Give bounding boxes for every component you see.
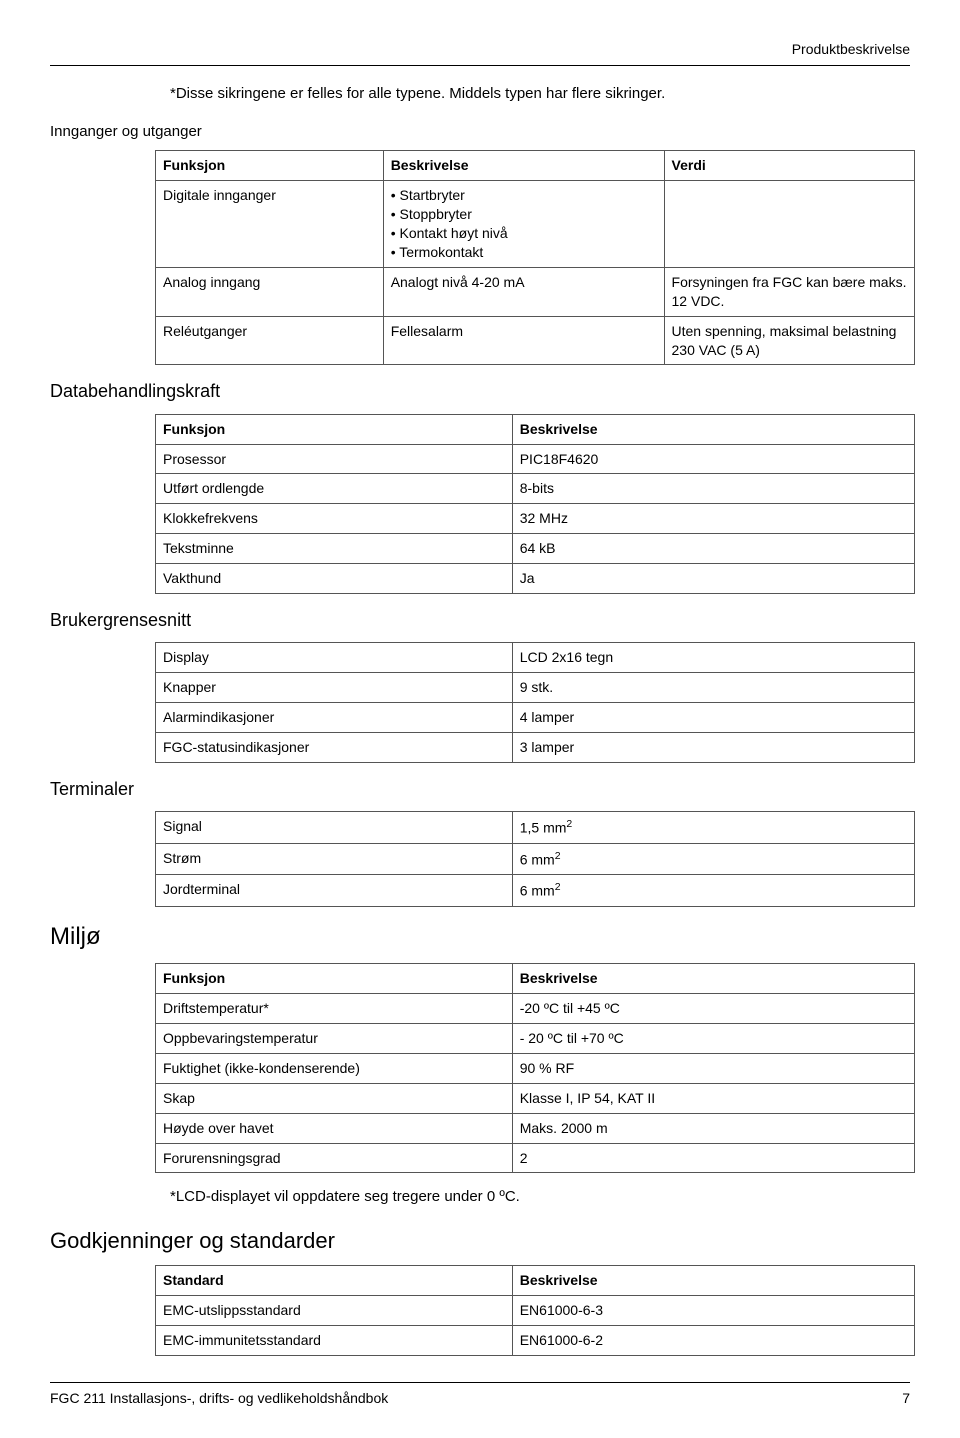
sup: 2 <box>555 850 561 862</box>
sup: 2 <box>555 881 561 893</box>
td: 8-bits <box>512 474 914 504</box>
td <box>664 181 914 268</box>
td: Oppbevaringstemperatur <box>156 1024 513 1054</box>
td: Klokkefrekvens <box>156 504 513 534</box>
header-rule <box>50 65 910 66</box>
footer-left: FGC 211 Installasjons-, drifts- og vedli… <box>50 1389 388 1408</box>
td: Driftstemperatur* <box>156 994 513 1024</box>
td: FGC-statusindikasjoner <box>156 733 513 763</box>
td: Uten spenning, maksimal belastning 230 V… <box>664 316 914 365</box>
intro-note: *Disse sikringene er felles for alle typ… <box>170 84 910 104</box>
td: Reléutganger <box>156 316 384 365</box>
bullet: Stoppbryter <box>391 205 657 224</box>
table-std: Standard Beskrivelse EMC-utslippsstandar… <box>155 1265 915 1356</box>
td: 9 stk. <box>512 673 914 703</box>
bullet: Termokontakt <box>391 243 657 262</box>
th: Funksjon <box>156 151 384 181</box>
val: 6 mm <box>520 883 555 899</box>
td: Prosessor <box>156 444 513 474</box>
heading-env: Miljø <box>50 921 910 953</box>
td: EMC-immunitetsstandard <box>156 1326 513 1356</box>
td: 4 lamper <box>512 703 914 733</box>
td: Strøm <box>156 843 513 875</box>
td: Tekstminne <box>156 534 513 564</box>
table-ui: DisplayLCD 2x16 tegn Knapper9 stk. Alarm… <box>155 642 915 763</box>
td: Maks. 2000 m <box>512 1113 914 1143</box>
td: Fellesalarm <box>383 316 664 365</box>
footer-rule <box>50 1382 910 1383</box>
heading-std: Godkjenninger og standarder <box>50 1226 910 1256</box>
td: Knapper <box>156 673 513 703</box>
td: 32 MHz <box>512 504 914 534</box>
table-env: Funksjon Beskrivelse Driftstemperatur*-2… <box>155 963 915 1173</box>
td: Display <box>156 643 513 673</box>
td: -20 ºC til +45 ºC <box>512 994 914 1024</box>
td: Klasse I, IP 54, KAT II <box>512 1083 914 1113</box>
td: - 20 ºC til +70 ºC <box>512 1024 914 1054</box>
td: EMC-utslippsstandard <box>156 1296 513 1326</box>
td: Startbryter Stoppbryter Kontakt høyt niv… <box>383 181 664 268</box>
heading-ui: Brukergrensesnitt <box>50 608 910 632</box>
val: 1,5 mm <box>520 820 567 836</box>
td: Digitale innganger <box>156 181 384 268</box>
td: 2 <box>512 1143 914 1173</box>
th: Beskrivelse <box>383 151 664 181</box>
td: Alarmindikasjoner <box>156 703 513 733</box>
val: 6 mm <box>520 851 555 867</box>
td: EN61000-6-2 <box>512 1326 914 1356</box>
table-term: Signal 1,5 mm2 Strøm 6 mm2 Jordterminal … <box>155 811 915 907</box>
table-proc: Funksjon Beskrivelse ProsessorPIC18F4620… <box>155 414 915 594</box>
td: PIC18F4620 <box>512 444 914 474</box>
th: Standard <box>156 1266 513 1296</box>
table-io: Funksjon Beskrivelse Verdi Digitale inng… <box>155 150 915 365</box>
sup: 2 <box>566 818 572 830</box>
footer-page-number: 7 <box>902 1389 910 1408</box>
td: Vakthund <box>156 564 513 594</box>
td: Forsyningen fra FGC kan bære maks. 12 VD… <box>664 267 914 316</box>
bullet: Startbryter <box>391 186 657 205</box>
td: Utført ordlengde <box>156 474 513 504</box>
th: Funksjon <box>156 964 513 994</box>
bullet: Kontakt høyt nivå <box>391 224 657 243</box>
env-note: *LCD-displayet vil oppdatere seg tregere… <box>170 1187 910 1207</box>
td: Fuktighet (ikke-kondenserende) <box>156 1053 513 1083</box>
td: Høyde over havet <box>156 1113 513 1143</box>
td: 90 % RF <box>512 1053 914 1083</box>
td: Analog inngang <box>156 267 384 316</box>
page-footer: FGC 211 Installasjons-, drifts- og vedli… <box>50 1382 910 1408</box>
heading-proc: Databehandlingskraft <box>50 379 910 403</box>
td: Analogt nivå 4-20 mA <box>383 267 664 316</box>
td: Ja <box>512 564 914 594</box>
th: Verdi <box>664 151 914 181</box>
th: Beskrivelse <box>512 964 914 994</box>
td: EN61000-6-3 <box>512 1296 914 1326</box>
heading-io: Innganger og utganger <box>50 122 910 142</box>
th: Beskrivelse <box>512 414 914 444</box>
td: 3 lamper <box>512 733 914 763</box>
heading-term: Terminaler <box>50 777 910 801</box>
td: Signal <box>156 812 513 844</box>
td: 64 kB <box>512 534 914 564</box>
td: 1,5 mm2 <box>512 812 914 844</box>
td: 6 mm2 <box>512 875 914 907</box>
td: Jordterminal <box>156 875 513 907</box>
th: Beskrivelse <box>512 1266 914 1296</box>
page-header-right: Produktbeskrivelse <box>50 40 910 59</box>
td: Forurensningsgrad <box>156 1143 513 1173</box>
td: 6 mm2 <box>512 843 914 875</box>
td: Skap <box>156 1083 513 1113</box>
td: LCD 2x16 tegn <box>512 643 914 673</box>
th: Funksjon <box>156 414 513 444</box>
